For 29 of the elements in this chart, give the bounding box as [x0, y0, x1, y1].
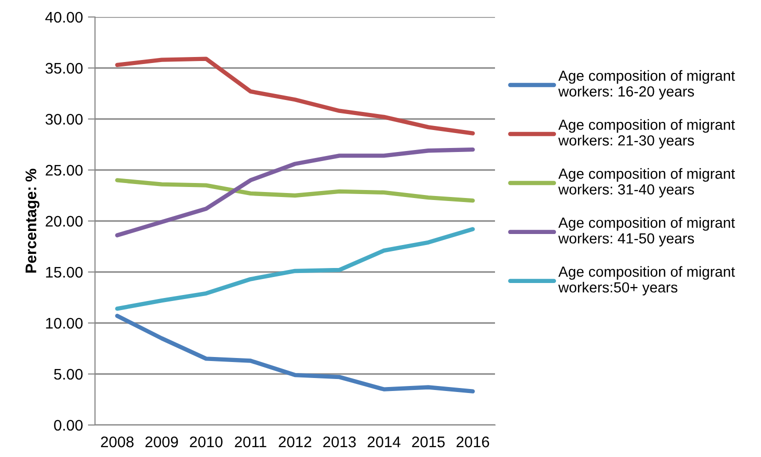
- line-series: [115, 178, 475, 203]
- x-tick-label: 2011: [234, 436, 266, 448]
- y-tick-label: 25.00: [46, 164, 83, 176]
- legend-label: Age composition of migrant workers: 31-40 years: [558, 168, 735, 198]
- x-tick-label: 2010: [190, 436, 223, 448]
- x-tick-label: 2014: [368, 436, 400, 448]
- y-tick-label: 30.00: [46, 114, 83, 125]
- y-tick-label: 40.00: [45, 12, 83, 23]
- y-tick-label: 20.00: [46, 216, 83, 227]
- x-tick-label: 2012: [278, 436, 312, 448]
- y-tick-label: 10.00: [46, 318, 83, 329]
- y-axis-title: Percentage: %: [26, 168, 40, 273]
- line-series: [115, 314, 475, 394]
- legend-label: Age composition of migrant workers:50+ years: [558, 266, 735, 296]
- x-tick-label: 2016: [456, 436, 490, 448]
- x-tick-label: 2008: [101, 436, 134, 448]
- legend-label: Age composition of migrant workers: 41-50 years: [558, 217, 735, 246]
- y-tick-label: 5.00: [54, 368, 83, 380]
- line-series: [115, 227, 475, 311]
- y-tick-label: 0.00: [54, 420, 83, 431]
- x-tick-label: 2009: [145, 436, 178, 448]
- line-series: [115, 56, 475, 136]
- legend-label: Age composition of migrant workers: 16-20 years: [558, 70, 735, 100]
- y-tick-label: 15.00: [46, 266, 83, 278]
- line-series: [115, 148, 475, 238]
- y-tick-label: 35.00: [46, 62, 83, 74]
- x-tick-label: 2013: [323, 436, 356, 448]
- x-tick-label: 2015: [412, 436, 445, 448]
- legend-label: Age composition of migrant workers: 21-30 years: [558, 119, 735, 148]
